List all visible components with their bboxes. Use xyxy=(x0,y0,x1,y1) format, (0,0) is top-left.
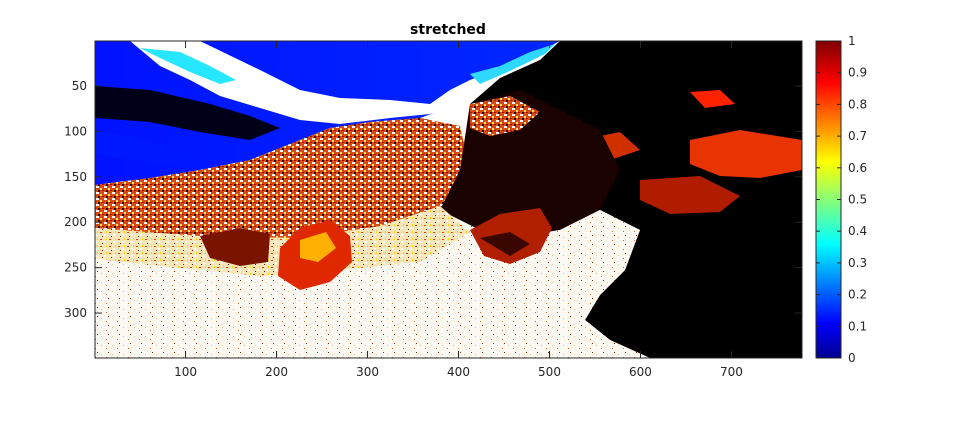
x-tick-label: 200 xyxy=(265,365,288,379)
rock-ridge-left xyxy=(95,118,470,240)
colorbar-tick-label: 0.8 xyxy=(848,97,867,111)
sky-dark-band xyxy=(95,86,280,140)
x-tick-label: 700 xyxy=(720,365,743,379)
rock-left-outcrop xyxy=(200,228,270,266)
cliff-highlight-2 xyxy=(640,176,740,214)
axes-box xyxy=(94,40,803,359)
colorbar-tick-label: 1 xyxy=(848,34,856,48)
x-tick-label: 100 xyxy=(174,365,197,379)
y-tick-label: 150 xyxy=(64,170,87,184)
colorbar-tick-label: 0.3 xyxy=(848,256,867,270)
colorbar xyxy=(815,40,842,359)
cloud-region xyxy=(130,41,560,124)
y-tick-label: 200 xyxy=(64,215,87,229)
colorbar-tick-label: 0.4 xyxy=(848,224,867,238)
cliff-highlight-3 xyxy=(690,90,735,108)
colorbar-tick-label: 0.9 xyxy=(848,66,867,80)
cloud-fringe xyxy=(140,48,236,84)
x-tick-label: 500 xyxy=(538,365,561,379)
cloud-fringe-2 xyxy=(470,44,555,84)
image-plot xyxy=(95,41,802,358)
y-tick-label: 50 xyxy=(72,79,87,93)
shrub-dark xyxy=(480,232,530,256)
y-tick-label: 250 xyxy=(64,261,87,275)
chart-title: stretched xyxy=(410,22,486,38)
colorbar-tick-label: 0.5 xyxy=(848,193,867,207)
colorbar-tick-label: 0 xyxy=(848,351,856,365)
colorbar-tick-label: 0.7 xyxy=(848,129,867,143)
cloud-patch xyxy=(95,130,200,164)
cliff-highlight-1 xyxy=(690,130,802,178)
x-tick-label: 300 xyxy=(356,365,379,379)
x-tick-label: 600 xyxy=(629,365,652,379)
y-axis: 50 100 150 200 250 300 xyxy=(64,79,802,320)
y-tick-label: 300 xyxy=(64,306,87,320)
sand-warm xyxy=(95,206,470,276)
colorbar-tick-label: 0.6 xyxy=(848,161,867,175)
x-tick-label: 400 xyxy=(447,365,470,379)
y-tick-label: 100 xyxy=(64,124,87,138)
colorbar-ticks: 0 0.1 0.2 0.3 0.4 0.5 0.6 0.7 0.8 0.9 1 xyxy=(816,34,867,365)
red-boulder-highlight xyxy=(300,232,336,262)
colorbar-tick-label: 0.2 xyxy=(848,288,867,302)
rock-central-light xyxy=(470,96,540,136)
x-axis: 100 200 300 400 500 600 700 xyxy=(174,41,743,379)
colorbar-tick-label: 0.1 xyxy=(848,319,867,333)
